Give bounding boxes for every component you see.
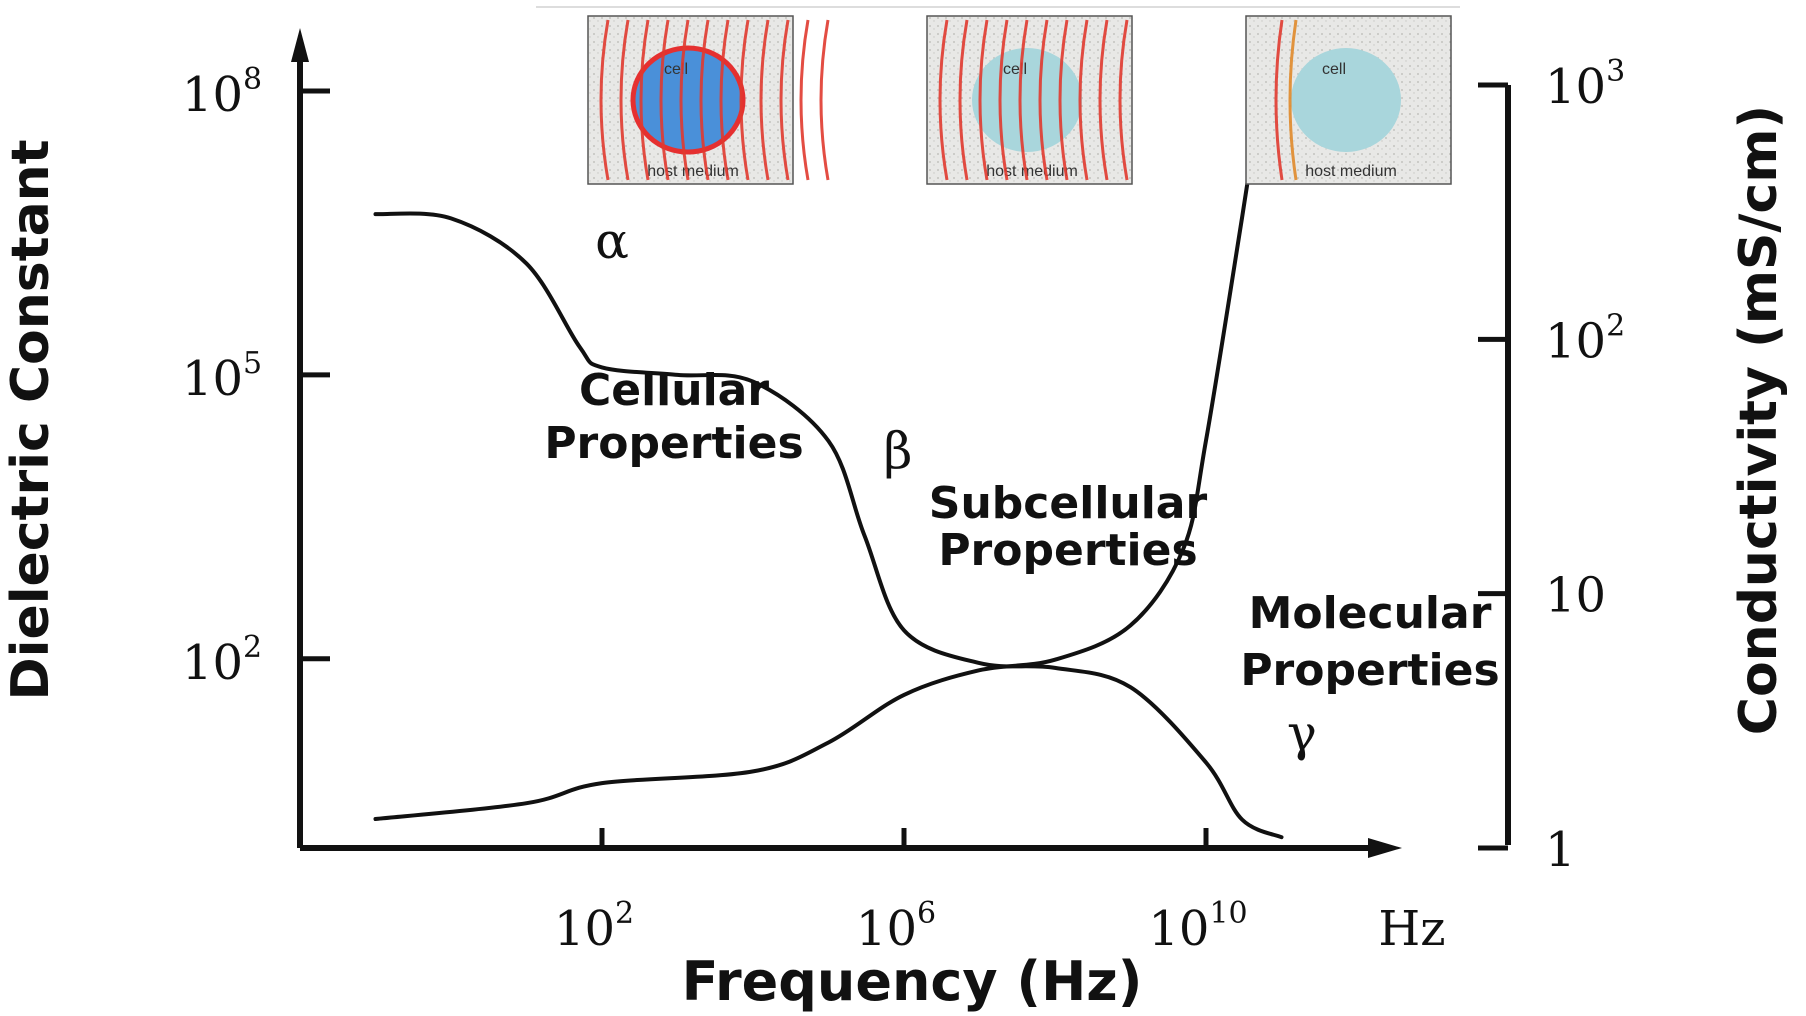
axes (291, 28, 1511, 858)
region-label-3-line1: Molecular (1249, 588, 1492, 639)
greek-annotation-1: α (595, 212, 629, 270)
field-wave (978, 19, 989, 181)
y-right-tick-label-2: 10 (1545, 568, 1606, 624)
y-right-tick-label-0: 103 (1545, 54, 1625, 115)
field-wave (599, 19, 610, 181)
field-wave (619, 19, 630, 181)
field-wave (639, 19, 650, 181)
x-axis-label: Frequency (Hz) (682, 950, 1143, 1013)
y-right-tick-label-1: 102 (1545, 308, 1625, 369)
field-wave (998, 19, 1009, 181)
field-wave (958, 19, 969, 181)
field-wave (719, 19, 730, 181)
field-wave (1058, 19, 1069, 181)
region-label-2-line2: Properties (938, 525, 1197, 576)
cell-label: cell (1003, 61, 1027, 78)
field-wave (1098, 19, 1109, 181)
y-left-tick-label-2: 102 (182, 630, 262, 691)
host-medium-label: host medium (647, 163, 739, 180)
field-wave (699, 19, 710, 181)
curves (373, 107, 1284, 840)
x-tick-label-2: 1010 (1148, 896, 1247, 957)
y-left-tick-label-0: 108 (182, 62, 262, 123)
y-left-tick-label-1: 105 (182, 346, 262, 407)
field-wave (819, 19, 830, 181)
greek-annotation-2: β (884, 422, 913, 480)
mechanism-panels: cell host medium cell host medium cell host m… (536, 6, 1460, 185)
cell-shape (1291, 48, 1401, 152)
field-wave (659, 19, 670, 181)
x-axis-arrow (1368, 838, 1402, 858)
field-wave (799, 19, 810, 181)
y-right-tick-label-3: 1 (1545, 822, 1576, 878)
field-wave (1018, 19, 1029, 181)
cell-label: cell (1322, 61, 1346, 78)
region-label-2-line1: Subcellular (929, 478, 1208, 529)
mechanism-panel-1: cell host medium (587, 15, 830, 185)
y-axis-left-label: Dielectric Constant (1, 139, 61, 700)
field-wave (759, 19, 770, 181)
field-wave (1118, 19, 1129, 181)
field-wave (1288, 19, 1298, 181)
field-wave (679, 19, 690, 181)
cell-label: cell (664, 61, 688, 78)
greek-annotation-3: γ (1287, 704, 1317, 762)
field-wave (779, 19, 790, 181)
region-label-1-line1: Cellular (579, 365, 769, 416)
field-wave (1038, 19, 1049, 181)
field-wave (1274, 19, 1284, 181)
x-tick-label-1: 106 (856, 896, 936, 957)
y-axis-left-arrow (291, 28, 309, 62)
x-tick-label-0: 102 (554, 896, 634, 957)
dielectric-curve (373, 211, 1284, 840)
field-wave (938, 19, 949, 181)
host-medium-label: host medium (1305, 163, 1397, 180)
mechanism-panel-2: cell host medium (926, 15, 1133, 185)
field-wave (1078, 19, 1089, 181)
mechanism-panel-3: cell host medium (1245, 15, 1452, 185)
y-axis-right-label: Conductivity (mS/cm) (1729, 105, 1789, 735)
field-wave (739, 19, 750, 181)
host-medium-label: host medium (986, 163, 1078, 180)
x-axis-unit: Hz (1378, 901, 1445, 957)
conductivity-curve (373, 107, 1261, 821)
region-label-3-line2: Properties (1240, 645, 1499, 696)
region-label-1-line2: Properties (544, 418, 803, 469)
annotations: αβγCellularPropertiesSubcellularProperti… (544, 212, 1499, 762)
